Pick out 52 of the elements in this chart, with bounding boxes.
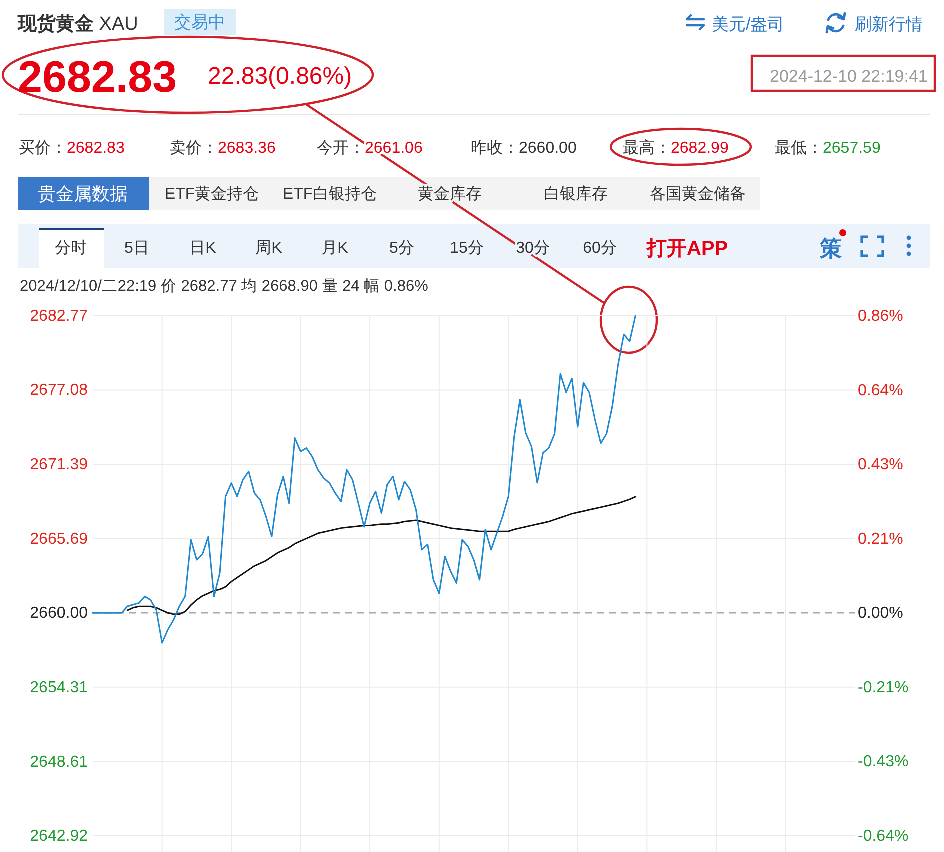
text: 日K — [190, 240, 217, 257]
text: ETF黄金持仓 — [164, 185, 260, 203]
text: 2682.83 — [67, 140, 125, 157]
line-series — [126, 496, 636, 616]
text: 卖价： — [170, 139, 218, 157]
y2-tick-label: 0.86% — [858, 308, 904, 324]
text: 15分 — [450, 240, 484, 257]
y-tick-label: 2642.92 — [30, 828, 88, 844]
text: 买价： — [19, 140, 67, 157]
y2-tick-label: 0.00% — [858, 604, 904, 622]
text: 2657.59 — [823, 140, 881, 157]
y2-tick-label: 0.21% — [858, 530, 904, 548]
y2-tick-label: 0.43% — [858, 456, 904, 474]
text: 最低： — [775, 140, 823, 157]
y2-tick-label: -0.64% — [858, 828, 909, 844]
text: 5日 — [124, 240, 150, 257]
chart-subtitle: 2024/12/10/二22:19 价 2682.77 均 2668.90 量 24 幅 0.86% — [20, 278, 429, 295]
y-tick-label: 2660.00 — [30, 604, 88, 622]
y-tick-label: 2671.39 — [30, 456, 88, 473]
y-tick-label: 2677.08 — [30, 382, 88, 399]
y-tick-label: 2682.77 — [30, 308, 88, 324]
text: 现货黄金 XAU — [17, 13, 138, 35]
y2-tick-label: 0.64% — [858, 382, 904, 399]
y-tick-label: 2648.61 — [30, 753, 88, 770]
text: 昨收： — [471, 140, 519, 157]
line-series — [92, 315, 636, 644]
text: 贵金属数据 — [38, 184, 128, 204]
text: 5分 — [390, 240, 414, 257]
text: 2660.00 — [519, 140, 577, 157]
y-tick-label: 2665.69 — [30, 530, 88, 548]
text: 刷新行情 — [855, 15, 923, 34]
text: 分时 — [55, 239, 87, 257]
text: 周K — [256, 240, 283, 257]
text: 2682.83 — [18, 53, 178, 102]
text: 今开： — [317, 140, 365, 157]
text: 交易中 — [174, 13, 226, 32]
y2-tick-label: -0.21% — [858, 678, 909, 696]
text: 月K — [322, 240, 349, 257]
text: 最高： — [623, 139, 671, 157]
y-tick-label: 2654.31 — [30, 678, 88, 696]
text: 白银库存 — [544, 185, 608, 203]
text: 2683.36 — [218, 140, 276, 157]
text: 打开APP — [646, 238, 728, 260]
text: 各国黄金储备 — [650, 185, 746, 203]
text: 策 — [819, 236, 842, 261]
text: 美元/盎司 — [712, 15, 785, 34]
text: 22.83(0.86%) — [208, 63, 352, 90]
text: 60分 — [583, 240, 617, 257]
y2-tick-label: -0.43% — [858, 753, 909, 770]
text: 2682.99 — [671, 140, 729, 157]
text: ETF白银持仓 — [282, 185, 378, 203]
text: 2024-12-10 22:19:41 — [770, 67, 928, 86]
